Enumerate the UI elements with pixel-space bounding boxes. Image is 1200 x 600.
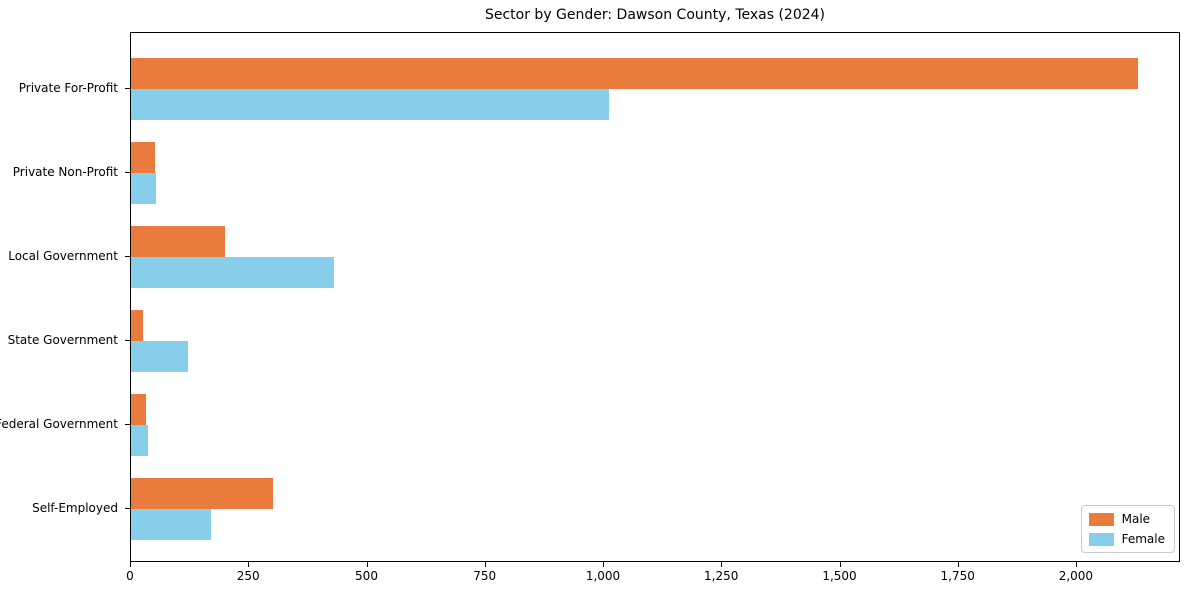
bar-female-federal-government: [131, 425, 148, 456]
x-tick-label-2000: 2,000: [1058, 569, 1094, 583]
x-tick-mark-1250: [721, 562, 723, 567]
x-tick-label-1750: 1,750: [940, 569, 975, 583]
x-tick-label-250: 250: [236, 569, 260, 583]
plot-area: Male Female: [130, 32, 1180, 562]
legend-label-female: Female: [1121, 532, 1165, 546]
y-tick-label-state-government: State Government: [7, 333, 118, 347]
bar-female-self-employed: [131, 509, 211, 540]
bar-female-local-government: [131, 257, 334, 288]
x-tick-mark-750: [484, 562, 486, 567]
y-axis-labels: Private For-Profit Private Non-Profit Loca…: [0, 32, 130, 562]
bar-male-state-government: [131, 310, 143, 341]
bar-male-self-employed: [131, 478, 273, 509]
x-axis: 0 250 500 750 1,000 1,250 1,500 1,750 2,000: [126, 562, 1180, 592]
legend-label-male: Male: [1121, 512, 1151, 526]
bar-male-federal-government: [131, 394, 147, 425]
y-tick-mark-local-government: [125, 256, 130, 257]
bar-female-private-non-profit: [131, 173, 157, 204]
legend: Male Female: [1080, 505, 1175, 553]
x-tick-mark-1750: [957, 562, 959, 567]
x-tick-mark-2000: [1075, 562, 1077, 567]
x-tick-label-500: 500: [355, 569, 378, 583]
x-tick-label-1250: 1,250: [704, 569, 739, 583]
y-tick-mark-self-employed: [125, 508, 130, 509]
bar-male-private-for-profit: [131, 58, 1138, 89]
x-tick-mark-1000: [603, 562, 604, 567]
x-tick-label-1000: 1,000: [585, 569, 621, 583]
bar-female-private-for-profit: [131, 89, 610, 120]
y-tick-label-private-non-profit: Private Non-Profit: [12, 165, 118, 179]
bar-female-state-government: [131, 341, 188, 372]
chart-title: Sector by Gender: Dawson County, Texas (…: [484, 7, 826, 23]
x-tick-mark-500: [366, 562, 368, 567]
y-tick-label-local-government: Local Government: [8, 249, 118, 263]
y-tick-label-private-for-profit: Private For-Profit: [18, 81, 118, 95]
legend-swatch-female: [1088, 532, 1114, 546]
y-tick-mark-federal-government: [125, 424, 130, 425]
y-tick-label-federal-government: Federal Government: [0, 417, 118, 431]
x-tick-label-750: 750: [473, 569, 497, 583]
y-tick-mark-state-government: [125, 340, 130, 341]
x-tick-mark-1500: [839, 562, 841, 567]
x-tick-label-0: 0: [126, 569, 134, 583]
y-tick-mark-private-for-profit: [125, 88, 130, 89]
y-tick-mark-private-non-profit: [125, 172, 130, 173]
x-tick-mark-0: [130, 562, 131, 567]
bar-male-private-non-profit: [131, 142, 155, 173]
legend-swatch-male: [1088, 512, 1114, 526]
legend-entry-male: Male: [1088, 512, 1165, 526]
y-tick-label-self-employed: Self-Employed: [32, 501, 118, 515]
legend-entry-female: Female: [1088, 532, 1165, 546]
x-tick-label-1500: 1,500: [822, 569, 857, 583]
bar-male-local-government: [131, 226, 226, 257]
x-tick-mark-250: [248, 562, 250, 567]
